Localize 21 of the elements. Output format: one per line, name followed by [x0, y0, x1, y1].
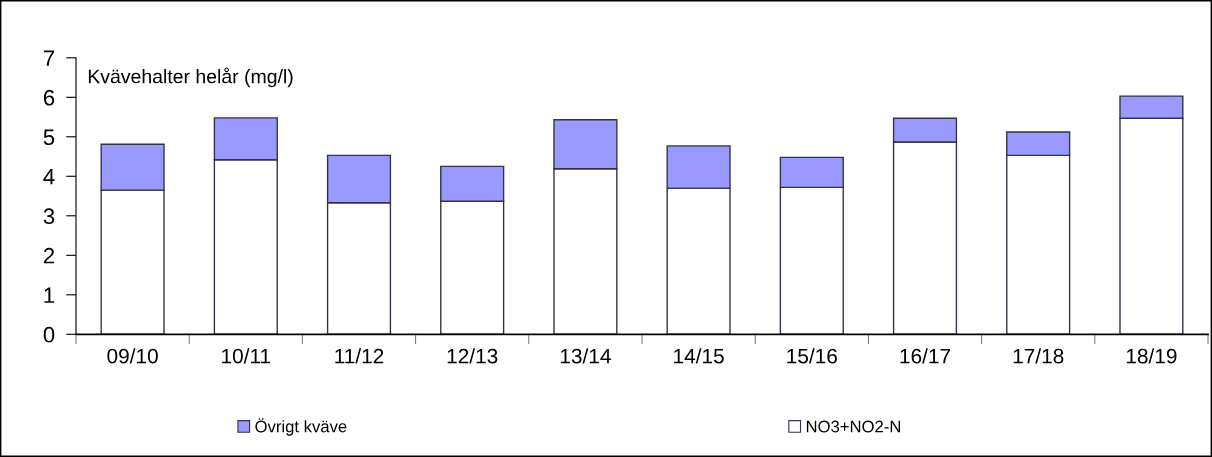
x-tick-label: 09/10: [107, 348, 158, 364]
y-tick-label: 5: [43, 129, 55, 146]
x-tick-label: 17/18: [1013, 348, 1064, 364]
y-tick-label: 6: [43, 89, 55, 106]
y-tick-label: 2: [43, 247, 55, 264]
text: Kvävehalter helår (mg/l): [88, 67, 293, 88]
x-tick-label: 14/15: [674, 348, 724, 364]
x-tick-label: 11/12: [335, 348, 384, 364]
x-tick-label: 10/11: [222, 348, 271, 364]
y-tick-label: 3: [43, 208, 55, 225]
legend-label: Övrigt kväve: [255, 418, 347, 436]
y-tick-label: 7: [43, 50, 55, 66]
x-tick-label: 12/13: [447, 348, 498, 364]
x-tick-label: 13/14: [560, 348, 611, 364]
x-tick-label: 16/17: [900, 348, 951, 364]
y-tick-label: 1: [44, 287, 55, 303]
y-tick-label: 4: [43, 169, 55, 185]
x-tick-label: 15/16: [787, 348, 837, 364]
x-tick-label: 18/19: [1126, 348, 1177, 364]
legend-label: NO3+NO2-N: [806, 420, 901, 433]
y-tick-label: 0: [43, 326, 55, 343]
